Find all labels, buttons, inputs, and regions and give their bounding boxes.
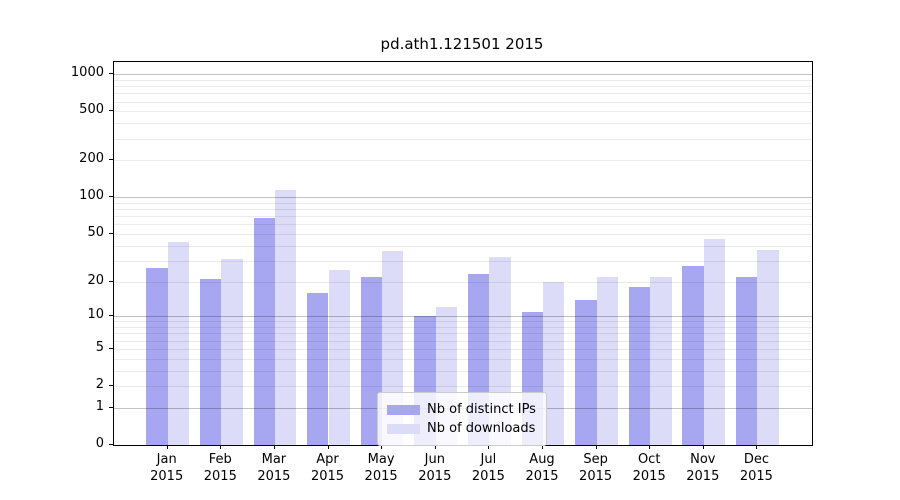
bar-downloads-oct — [650, 276, 672, 445]
x-tick-mark — [595, 445, 597, 449]
y-tick-mark — [109, 347, 113, 349]
x-tick-mark — [649, 445, 651, 449]
bar-distinct-ips-apr — [307, 292, 329, 445]
y-tick-label: 0 — [95, 436, 104, 451]
y-tick-mark — [109, 110, 113, 112]
y-tick-label: 200 — [79, 151, 104, 167]
y-tick-label: 100 — [79, 188, 104, 204]
bars-layer — [114, 62, 812, 445]
bar-downloads-apr — [328, 270, 350, 445]
y-tick-mark — [109, 385, 113, 386]
y-tick-label: 1000 — [70, 65, 104, 81]
x-tick-label-dec: Dec 2015 — [739, 452, 773, 484]
bar-distinct-ips-sep — [575, 299, 597, 445]
chart-title: pd.ath1.121501 2015 — [380, 35, 544, 53]
y-tick-mark — [109, 73, 113, 75]
y-tick-label: 500 — [79, 102, 104, 118]
bar-downloads-sep — [596, 276, 618, 445]
y-tick-label: 2 — [95, 377, 104, 392]
bar-downloads-aug — [543, 281, 565, 445]
x-tick-mark — [434, 445, 436, 449]
x-tick-mark — [381, 445, 383, 449]
x-tick-mark — [702, 445, 704, 449]
legend: Nb of distinct IPs Nb of downloads — [377, 392, 547, 446]
x-tick-mark — [273, 445, 275, 449]
plot-area — [113, 61, 813, 446]
x-tick-mark — [542, 445, 543, 449]
y-tick-mark — [109, 444, 113, 445]
x-tick-mark — [166, 445, 168, 449]
y-tick-label: 20 — [87, 272, 104, 288]
bar-distinct-ips-nov — [682, 266, 704, 445]
x-tick-label-sep: Sep 2015 — [579, 452, 613, 484]
bar-downloads-dec — [757, 249, 779, 445]
x-tick-mark — [220, 445, 222, 449]
x-tick-label-may: May 2015 — [364, 452, 398, 484]
bar-distinct-ips-oct — [628, 286, 651, 445]
legend-label-downloads: Nb of downloads — [427, 421, 536, 436]
x-tick-label-jun: Jun 2015 — [418, 452, 452, 484]
y-tick-label: 5 — [95, 339, 104, 355]
legend-row-distinct-ips: Nb of distinct IPs — [387, 401, 537, 418]
legend-swatch-downloads — [387, 423, 420, 434]
y-tick-mark — [109, 232, 113, 234]
x-tick-label-nov: Nov 2015 — [686, 452, 720, 484]
x-tick-label-apr: Apr 2015 — [310, 452, 345, 484]
legend-swatch-distinct-ips — [387, 404, 420, 415]
bar-distinct-ips-dec — [736, 276, 758, 445]
bar-downloads-jan — [167, 241, 190, 445]
x-tick-label-mar: Mar 2015 — [257, 452, 291, 484]
bar-distinct-ips-may — [360, 276, 383, 445]
x-tick-mark — [756, 445, 758, 449]
bar-distinct-ips-mar — [253, 217, 275, 445]
y-tick-mark — [109, 159, 113, 161]
x-tick-label-jul: Jul 2015 — [471, 452, 505, 484]
y-tick-mark — [109, 315, 113, 317]
y-tick-label: 50 — [87, 224, 104, 240]
bar-distinct-ips-feb — [199, 279, 222, 445]
bar-downloads-mar — [274, 189, 297, 445]
y-tick-label: 10 — [87, 307, 104, 323]
x-tick-label-jan: Jan 2015 — [150, 452, 184, 484]
legend-label-distinct-ips: Nb of distinct IPs — [427, 402, 536, 417]
x-tick-label-oct: Oct 2015 — [632, 452, 666, 484]
y-tick-mark — [109, 406, 113, 408]
x-tick-mark — [488, 445, 490, 449]
bar-downloads-feb — [221, 258, 243, 445]
x-tick-label-feb: Feb 2015 — [203, 452, 237, 484]
bar-downloads-nov — [703, 239, 726, 445]
y-tick-label: 1 — [95, 398, 104, 414]
x-tick-label-aug: Aug 2015 — [525, 452, 559, 484]
y-tick-mark — [109, 280, 113, 282]
legend-row-downloads: Nb of downloads — [387, 420, 537, 437]
y-tick-mark — [109, 196, 113, 198]
bar-distinct-ips-jan — [146, 268, 168, 445]
x-tick-mark — [327, 445, 329, 449]
